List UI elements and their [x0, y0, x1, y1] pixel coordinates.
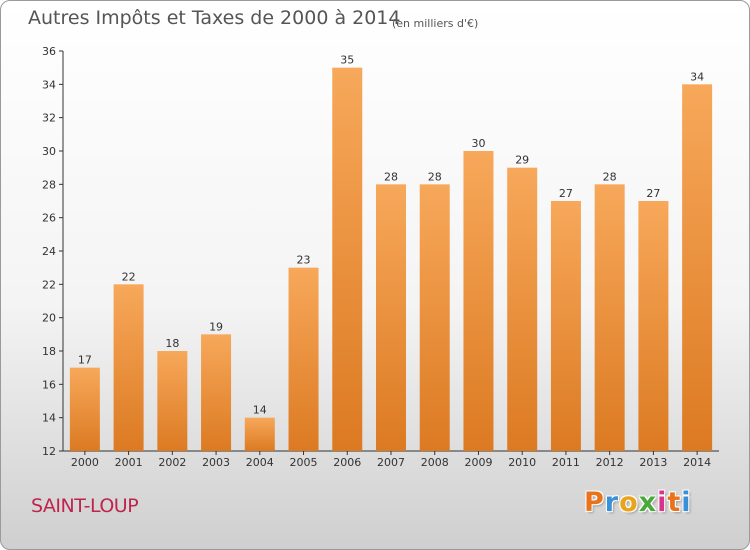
data-label-2005: 23 [297, 254, 311, 267]
data-label-2002: 18 [165, 337, 179, 350]
bar-2002 [157, 351, 188, 451]
x-tick-label-2001: 2001 [115, 456, 143, 469]
bar-2004 [244, 417, 275, 451]
bar-2007 [376, 184, 406, 452]
bar-2006 [332, 67, 363, 452]
x-tick-label-2003: 2003 [202, 456, 230, 469]
data-label-2014: 34 [690, 70, 704, 83]
data-label-2008: 28 [428, 170, 442, 183]
bar-2013 [638, 201, 669, 451]
data-label-2007: 28 [384, 170, 398, 183]
data-label-2009: 30 [471, 137, 485, 150]
bar-2009 [463, 151, 494, 451]
x-tick-label-2008: 2008 [421, 456, 449, 469]
bar-2011 [550, 201, 581, 451]
x-tick-label-2009: 2009 [464, 456, 492, 469]
x-tick-label-2000: 2000 [71, 456, 99, 469]
x-tick-label-2013: 2013 [639, 456, 667, 469]
bar-2014 [682, 84, 713, 451]
data-label-2001: 22 [122, 270, 136, 283]
chart-unit: (en milliers d'€) [392, 17, 479, 30]
x-tick-label-2012: 2012 [596, 456, 624, 469]
x-tick-label-2002: 2002 [158, 456, 186, 469]
proxiti-logo[interactable]: Proxiti [584, 487, 692, 518]
y-tick-label: 32 [42, 112, 56, 125]
y-tick-label: 16 [42, 378, 56, 391]
y-tick-label: 36 [42, 45, 56, 58]
x-tick-label-2011: 2011 [552, 456, 580, 469]
y-tick-label: 20 [42, 312, 56, 325]
data-label-2003: 19 [209, 320, 223, 333]
bar-2012 [594, 184, 625, 452]
x-tick-label-2014: 2014 [683, 456, 711, 469]
y-tick-label: 26 [42, 212, 56, 225]
data-label-2012: 28 [603, 170, 617, 183]
data-label-2010: 29 [515, 154, 529, 167]
x-tick-label-2007: 2007 [377, 456, 405, 469]
chart-labels: 17 2000 22 2001 18 2002 19 2003 14 2004 23 2005 35 20… [71, 54, 711, 469]
data-label-2011: 27 [559, 187, 573, 200]
y-tick-label: 28 [42, 178, 56, 191]
y-tick-label: 24 [42, 245, 56, 258]
x-tick-label-2005: 2005 [290, 456, 318, 469]
y-tick-label: 18 [42, 345, 56, 358]
data-label-2000: 17 [78, 354, 92, 367]
bar-2008 [419, 184, 450, 452]
chart-title: Autres Impôts et Taxes de 2000 à 2014 [28, 7, 401, 29]
bar-2005 [288, 267, 319, 451]
commune-name: SAINT-LOUP [31, 495, 139, 517]
x-tick-label-2004: 2004 [246, 456, 274, 469]
y-tick-label: 30 [42, 145, 56, 158]
x-tick-label-2010: 2010 [508, 456, 536, 469]
data-label-2013: 27 [646, 187, 660, 200]
y-tick-label: 22 [42, 278, 56, 291]
bar-2003 [201, 334, 232, 451]
x-tick-label-2006: 2006 [333, 456, 361, 469]
y-tick-label: 34 [42, 78, 56, 91]
bar-2000 [69, 367, 100, 451]
bar-2001 [113, 284, 144, 451]
data-label-2004: 14 [253, 404, 267, 417]
y-tick-label: 12 [42, 445, 56, 458]
bar-2010 [507, 167, 538, 451]
data-label-2006: 35 [340, 54, 354, 67]
chart-bars [69, 67, 713, 452]
y-tick-label: 14 [42, 412, 56, 425]
